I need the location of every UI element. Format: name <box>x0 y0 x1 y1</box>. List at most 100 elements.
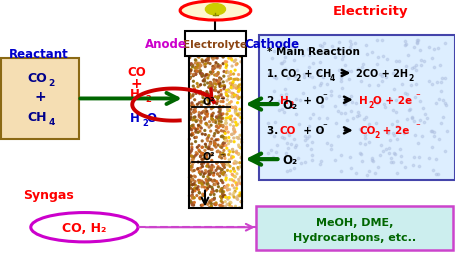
Point <box>199 153 207 157</box>
Point <box>188 154 195 158</box>
Point <box>187 76 194 80</box>
Point <box>198 146 206 150</box>
Point <box>228 106 235 110</box>
Point <box>219 112 226 116</box>
Text: +: + <box>131 77 142 91</box>
Point <box>317 45 324 49</box>
Point <box>192 62 199 66</box>
Point <box>410 96 418 100</box>
Point <box>409 236 416 240</box>
Point <box>197 154 204 158</box>
Point <box>328 45 335 49</box>
Point <box>300 73 307 77</box>
Point <box>234 136 242 140</box>
Point <box>226 200 233 204</box>
Point <box>434 137 441 141</box>
Point <box>271 120 278 124</box>
Point <box>401 43 408 47</box>
Point <box>389 72 396 76</box>
Point <box>223 139 230 143</box>
Point <box>399 227 406 231</box>
Point <box>236 54 243 58</box>
Point <box>210 183 217 187</box>
Point <box>187 104 195 108</box>
Point <box>316 210 323 214</box>
Point <box>214 165 221 169</box>
Point <box>410 216 418 220</box>
Text: + O: + O <box>296 95 324 105</box>
Point <box>293 68 300 72</box>
Point <box>343 118 350 122</box>
Point <box>195 101 202 105</box>
Point <box>399 131 407 135</box>
Point <box>235 88 243 92</box>
Point <box>217 120 224 124</box>
Point <box>189 74 197 78</box>
Point <box>228 120 236 124</box>
Point <box>225 149 232 153</box>
Point <box>279 136 287 140</box>
Point <box>323 83 330 87</box>
Point <box>309 113 316 117</box>
Point <box>216 105 223 109</box>
Point <box>189 178 196 182</box>
Point <box>303 242 310 246</box>
Point <box>316 216 324 220</box>
Point <box>219 55 226 59</box>
Point <box>230 78 237 82</box>
Point <box>426 129 434 133</box>
Point <box>228 54 235 58</box>
Point <box>188 183 196 187</box>
Point <box>263 220 270 225</box>
Point <box>408 240 415 244</box>
Point <box>210 179 217 183</box>
Point <box>192 92 199 96</box>
Point <box>212 138 219 142</box>
Point <box>204 162 211 166</box>
Point <box>221 204 228 209</box>
Point <box>337 153 344 157</box>
Point <box>187 68 194 72</box>
Point <box>203 82 211 86</box>
Point <box>366 236 373 240</box>
Point <box>193 66 201 70</box>
Point <box>426 237 434 241</box>
Point <box>387 122 394 126</box>
Point <box>210 171 217 175</box>
Point <box>197 182 205 186</box>
Point <box>335 69 342 73</box>
Point <box>202 59 209 64</box>
Point <box>425 235 432 240</box>
Point <box>424 80 431 84</box>
Point <box>193 152 200 156</box>
Point <box>235 84 243 88</box>
Point <box>222 195 229 199</box>
Point <box>341 99 349 103</box>
Point <box>215 76 222 81</box>
Point <box>276 62 283 66</box>
Point <box>267 218 274 223</box>
Point <box>211 86 218 90</box>
Point <box>203 157 210 161</box>
Point <box>344 77 352 82</box>
Point <box>423 216 430 220</box>
Point <box>308 153 315 157</box>
Point <box>214 96 222 100</box>
Point <box>233 113 240 117</box>
Text: 2: 2 <box>407 74 413 83</box>
Point <box>265 235 273 239</box>
Point <box>198 73 206 77</box>
Point <box>214 71 222 75</box>
Point <box>312 218 319 223</box>
Point <box>206 84 213 88</box>
Point <box>218 190 225 194</box>
Point <box>438 237 445 242</box>
Point <box>342 220 349 224</box>
Point <box>223 163 230 167</box>
Point <box>228 173 235 177</box>
Point <box>203 153 210 157</box>
Point <box>202 90 210 94</box>
Point <box>217 124 225 128</box>
Point <box>214 185 222 189</box>
Point <box>203 113 210 117</box>
